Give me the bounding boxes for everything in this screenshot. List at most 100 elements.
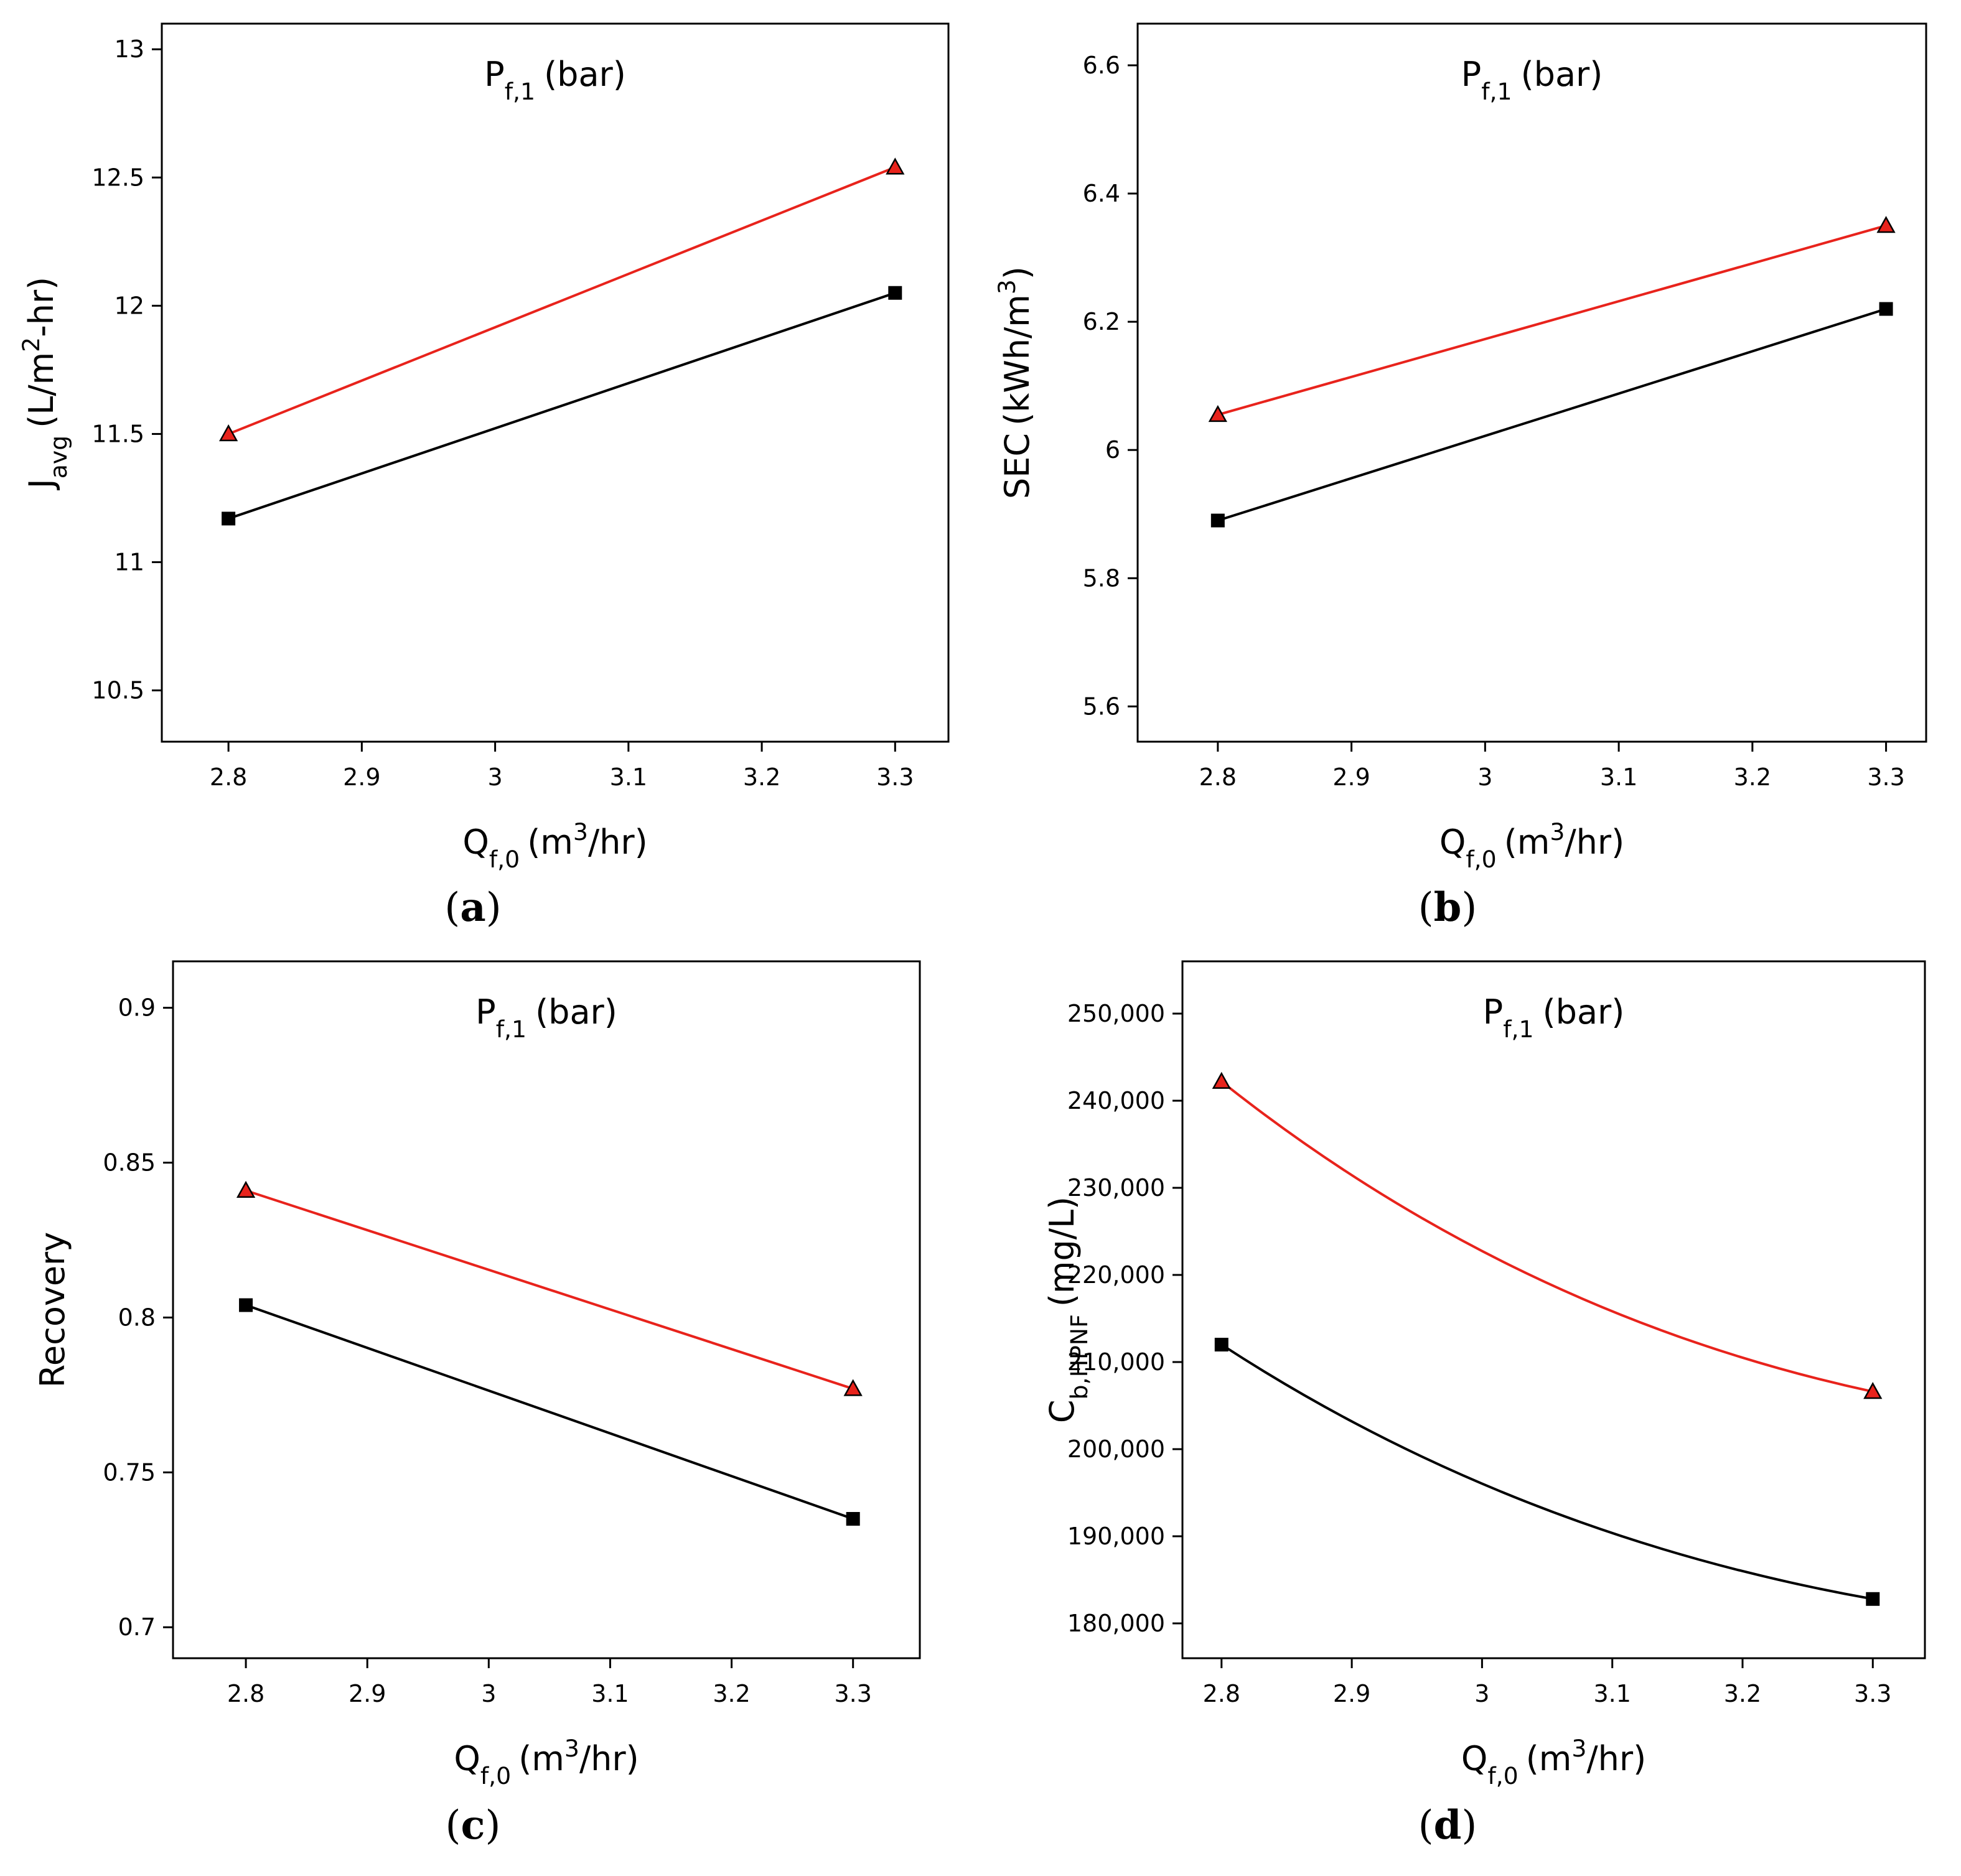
x-tick-label: 2.9 xyxy=(1333,1680,1370,1707)
y-tick-label: 5.8 xyxy=(1083,564,1120,592)
x-axis-title: Qf,0 (m3/hr) xyxy=(1461,1735,1646,1790)
x-tick-label: 3 xyxy=(1474,1680,1489,1707)
label-main: J xyxy=(22,478,61,490)
y-tick-label: 0.85 xyxy=(103,1149,156,1177)
title-subscript: f,1 xyxy=(1503,1015,1533,1043)
x-tick-label: 3.2 xyxy=(1734,763,1771,791)
y-tick-label: 0.75 xyxy=(103,1458,156,1486)
x-axis-title: Qf,0 (m3/hr) xyxy=(1439,818,1624,873)
y-axis-title: SEC (kWh/m3) xyxy=(993,266,1037,499)
label-subscript: f,0 xyxy=(480,1762,511,1790)
y-tick-label: 0.9 xyxy=(118,994,156,1022)
data-point-square xyxy=(239,1298,253,1312)
label-superscript: 3 xyxy=(573,818,588,846)
series-line-high xyxy=(1220,1080,1873,1393)
label-subscript: avg xyxy=(45,436,72,479)
series-line-low xyxy=(245,1304,854,1520)
chart-panel-a: 10.5 11 11.5 12 12.5 13 2.8 2.9 3 3.1 3.2 3.3 Pf,1 (b… xyxy=(17,22,950,931)
label-unit-end: /hr) xyxy=(1565,823,1624,862)
data-point-square xyxy=(846,1512,860,1526)
plot-frame xyxy=(161,22,950,743)
caption-close-paren: ) xyxy=(1461,1803,1477,1849)
y-tick-label: 11.5 xyxy=(91,420,144,447)
data-point-triangle xyxy=(1208,404,1227,422)
plot-frame xyxy=(1136,22,1927,743)
data-point-square xyxy=(1866,1592,1880,1606)
series-line-low xyxy=(228,291,896,520)
label-unit-end: /hr) xyxy=(579,1739,639,1778)
title-unit: (bar) xyxy=(535,992,617,1032)
caption-letter: b xyxy=(1434,884,1462,931)
label-subscript: f,0 xyxy=(1466,846,1496,873)
panel-caption: (b) xyxy=(1418,884,1477,931)
x-tick-label: 2.8 xyxy=(1199,763,1237,791)
series-line-high xyxy=(228,166,896,436)
x-tick-label: 3.2 xyxy=(713,1680,750,1707)
label-main: Q xyxy=(1461,1739,1488,1778)
data-point-triangle xyxy=(886,157,905,175)
caption-open-paren: ( xyxy=(444,885,460,931)
series-line-high xyxy=(1217,224,1887,416)
label-main: Q xyxy=(1439,823,1466,862)
title-subscript: f,1 xyxy=(1481,78,1512,105)
y-tick-label: 5.6 xyxy=(1083,693,1120,720)
caption-letter: c xyxy=(461,1802,485,1849)
y-axis-title: Cb,HPNF (mg/L) xyxy=(1042,1197,1093,1423)
title-subscript: f,1 xyxy=(496,1015,527,1043)
label-unit-end: /hr) xyxy=(1586,1739,1646,1778)
data-point-triangle xyxy=(1212,1071,1231,1089)
x-tick-label: 3.3 xyxy=(834,1680,871,1707)
caption-open-paren: ( xyxy=(1418,1803,1434,1849)
data-point-triangle xyxy=(1863,1382,1883,1399)
chart-title: Pf,1 (bar) xyxy=(475,992,617,1043)
label-superscript: 3 xyxy=(1571,1735,1586,1762)
y-axis-title: Recovery xyxy=(33,1232,72,1388)
title-main: P xyxy=(1483,992,1504,1032)
series-line-high xyxy=(245,1189,854,1390)
x-tick-label: 2.9 xyxy=(1332,763,1370,791)
title-unit: (bar) xyxy=(1543,992,1625,1032)
data-point-square xyxy=(1879,302,1893,316)
label-main: Q xyxy=(454,1739,480,1778)
y-tick-label: 12.5 xyxy=(91,164,144,191)
x-tick-label: 3.2 xyxy=(1724,1680,1761,1707)
label-main: Q xyxy=(462,823,489,862)
label-unit: (m xyxy=(518,1739,564,1778)
panel-caption: (c) xyxy=(446,1802,501,1849)
title-main: P xyxy=(1461,55,1482,94)
y-tick-label: 6.6 xyxy=(1083,52,1120,79)
y-tick-label: 200,000 xyxy=(1067,1435,1165,1463)
caption-open-paren: ( xyxy=(446,1803,461,1849)
x-tick-label: 2.8 xyxy=(210,763,247,791)
chart-title: Pf,1 (bar) xyxy=(484,55,626,105)
caption-open-paren: ( xyxy=(1418,885,1434,931)
x-tick-label: 3.3 xyxy=(1854,1680,1891,1707)
y-tick-label: 180,000 xyxy=(1067,1610,1165,1637)
series-line-low xyxy=(1220,1343,1873,1600)
x-tick-label: 2.9 xyxy=(349,1680,386,1707)
caption-close-paren: ) xyxy=(486,885,502,931)
y-tick-label: 10.5 xyxy=(91,677,144,704)
y-tick-label: 6.2 xyxy=(1083,308,1120,335)
label-superscript: 2 xyxy=(17,337,45,352)
x-tick-label: 3.1 xyxy=(1593,1680,1631,1707)
data-point-square xyxy=(222,511,236,526)
x-tick-label: 3.1 xyxy=(1600,763,1637,791)
title-unit: (bar) xyxy=(544,55,626,94)
label-main: C xyxy=(1042,1399,1082,1423)
label-superscript: 3 xyxy=(1550,818,1565,846)
data-point-triangle xyxy=(236,1180,256,1198)
label-superscript: 3 xyxy=(564,1735,579,1762)
y-tick-label: 250,000 xyxy=(1067,1000,1165,1027)
label-subscript: f,0 xyxy=(489,846,520,873)
y-tick-label: 240,000 xyxy=(1067,1087,1165,1114)
label-unit-end: ) xyxy=(998,266,1037,279)
y-tick-label: 0.7 xyxy=(118,1613,156,1641)
x-axis-title: Qf,0 (m3/hr) xyxy=(462,818,647,873)
y-tick-label: 190,000 xyxy=(1067,1523,1165,1550)
label-subscript: f,0 xyxy=(1487,1762,1518,1790)
data-point-square xyxy=(1214,1338,1229,1351)
chart-panel-b: 5.6 5.8 6 6.2 6.4 6.6 2.8 2.9 3 3.1 3.2 3.3 Pf,1 (bar… xyxy=(993,22,1927,931)
data-point-triangle xyxy=(843,1379,863,1396)
